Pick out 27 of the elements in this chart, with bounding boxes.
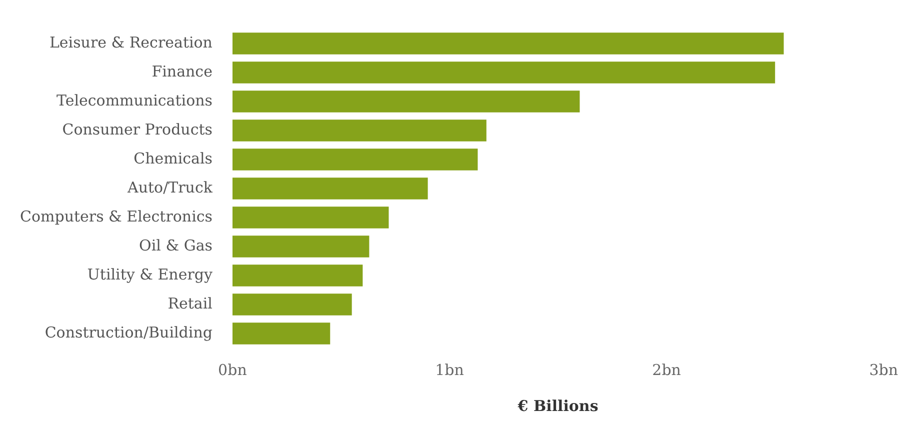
x-tick-label: 3bn (869, 360, 898, 379)
y-tick-label: Computers & Electronics (20, 207, 212, 226)
bar (232, 294, 352, 316)
bar (232, 62, 776, 84)
y-tick-label: Construction/Building (44, 323, 213, 342)
y-tick-label: Consumer Products (62, 120, 212, 138)
bar (232, 264, 363, 286)
y-tick-label: Auto/Truck (126, 178, 214, 196)
bar (232, 178, 428, 200)
x-tick-label: 0bn (218, 360, 248, 379)
bar (232, 120, 486, 142)
x-axis-title: € Billions (516, 396, 598, 415)
y-tick-label: Oil & Gas (139, 236, 212, 254)
x-tick-label: 2bn (652, 360, 682, 379)
bar (232, 322, 330, 344)
y-tick-label: Finance (152, 62, 213, 80)
x-tick-label: 1bn (435, 360, 464, 379)
bar (232, 236, 370, 258)
y-tick-label: Leisure & Recreation (49, 33, 213, 52)
bar (232, 206, 389, 228)
y-tick-label: Utility & Energy (87, 265, 213, 284)
bar (232, 32, 784, 54)
bar (232, 148, 478, 170)
y-tick-label: Retail (168, 294, 213, 312)
bar (232, 90, 580, 112)
y-tick-label: Telecommunications (56, 91, 212, 110)
y-tick-label: Chemicals (134, 149, 212, 168)
